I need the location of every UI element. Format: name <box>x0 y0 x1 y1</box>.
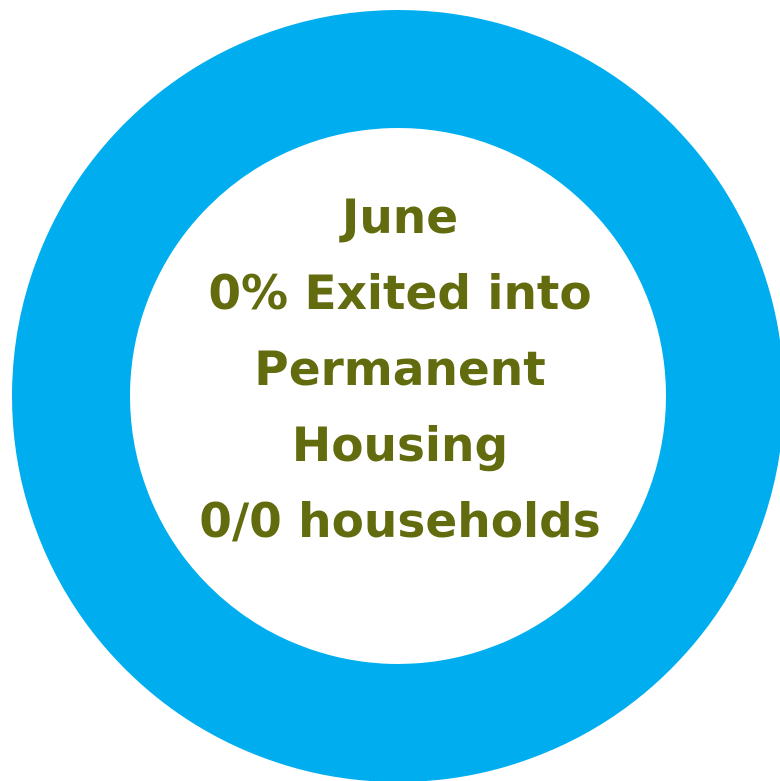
households-label: 0/0 households <box>199 494 601 549</box>
percent-label: 0% Exited into <box>208 266 592 321</box>
category-label-line1: Permanent <box>254 342 546 397</box>
category-label-line2: Housing <box>291 418 509 473</box>
donut-center-label: June 0% Exited into Permanent Housing 0/… <box>130 180 670 560</box>
donut-ring-slice <box>12 10 780 781</box>
month-label: June <box>341 190 459 245</box>
